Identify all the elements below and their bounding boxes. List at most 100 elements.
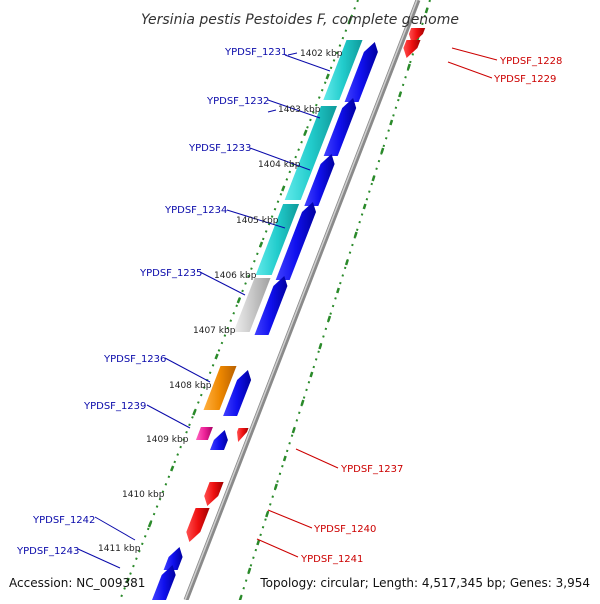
- gene-label-ypdsf-1233[interactable]: YPDSF_1233: [188, 143, 251, 154]
- tick-mark: [192, 409, 197, 416]
- label-leader-line: [256, 538, 299, 558]
- tick-mark: [303, 129, 308, 136]
- tick-mark: [281, 185, 286, 192]
- gene-label-ypdsf-1236[interactable]: YPDSF_1236: [103, 354, 166, 365]
- forward-gene-arrow[interactable]: [152, 565, 176, 600]
- scale-label: 1410 kbp: [122, 490, 165, 500]
- tick-mark: [347, 17, 353, 24]
- gene-label-ypdsf-1229[interactable]: YPDSF_1229: [493, 74, 556, 85]
- label-leaders: [77, 47, 498, 569]
- label-leader-line: [267, 109, 277, 113]
- label-leader-line: [146, 404, 191, 429]
- tick-mark: [380, 147, 385, 154]
- forward-gene-arrow[interactable]: [223, 370, 252, 416]
- gene-label-ypdsf-1242[interactable]: YPDSF_1242: [32, 515, 95, 526]
- cds-feature-cyan[interactable]: [255, 204, 300, 275]
- scale-label: 1407 kbp: [193, 326, 236, 336]
- label-leader-line: [267, 99, 321, 119]
- tick-mark: [282, 455, 287, 462]
- forward-gene-arrow[interactable]: [344, 42, 378, 102]
- scale-label: 1408 kbp: [169, 381, 212, 391]
- accession-text: Accession: NC_009381: [9, 576, 145, 590]
- tick-mark: [371, 175, 376, 182]
- tick-mark: [327, 315, 332, 322]
- label-leader-line: [226, 209, 286, 229]
- label-leader-line: [94, 516, 136, 541]
- forward-gene-arrow[interactable]: [163, 547, 183, 570]
- tick-mark: [214, 353, 219, 360]
- tick-mark: [362, 203, 367, 210]
- scale-label: 1409 kbp: [146, 435, 189, 445]
- reverse-gene-arrow[interactable]: [186, 508, 210, 542]
- reverse-gene-arrow[interactable]: [237, 428, 249, 442]
- tick-mark: [247, 567, 252, 574]
- tick-mark: [344, 259, 349, 266]
- label-leader-line: [295, 448, 339, 469]
- gene-label-ypdsf-1241[interactable]: YPDSF_1241: [300, 554, 363, 565]
- tick-mark: [170, 465, 175, 472]
- tick-mark: [300, 399, 305, 406]
- cds-feature-magenta[interactable]: [195, 427, 213, 440]
- tick-mark: [336, 287, 340, 294]
- forward-gene-arrow[interactable]: [323, 98, 357, 156]
- tick-mark: [256, 539, 261, 546]
- reverse-gene-arrow[interactable]: [204, 482, 224, 506]
- tick-mark: [265, 511, 270, 518]
- gene-label-ypdsf-1228[interactable]: YPDSF_1228: [499, 56, 562, 67]
- features: [152, 28, 426, 600]
- label-leader-line: [447, 61, 493, 79]
- genome-backbone: [183, 0, 421, 601]
- tick-mark: [406, 63, 411, 70]
- tick-mark: [389, 119, 394, 126]
- forward-gene-arrow[interactable]: [304, 154, 335, 206]
- tick-mark: [238, 595, 243, 602]
- map-title: Yersinia pestis Pestoides F, complete ge…: [141, 12, 459, 28]
- gene-label-ypdsf-1232[interactable]: YPDSF_1232: [206, 96, 269, 107]
- genome-summary-text: Topology: circular; Length: 4,517,345 bp…: [259, 576, 590, 590]
- gene-label-ypdsf-1243[interactable]: YPDSF_1243: [16, 546, 79, 557]
- label-leader-line: [451, 47, 498, 61]
- label-leader-line: [267, 509, 313, 529]
- label-leader-line: [199, 271, 246, 296]
- gene-label-ypdsf-1240[interactable]: YPDSF_1240: [313, 524, 376, 535]
- gene-label-ypdsf-1235[interactable]: YPDSF_1235: [139, 268, 202, 279]
- tick-mark: [147, 521, 153, 528]
- gene-label-ypdsf-1231[interactable]: YPDSF_1231: [224, 47, 287, 58]
- label-leader-line: [164, 357, 211, 383]
- tick-mark: [273, 483, 278, 490]
- major-ticks: [125, 7, 429, 602]
- cds-feature-cyan[interactable]: [323, 40, 363, 100]
- gene-label-ypdsf-1234[interactable]: YPDSF_1234: [164, 205, 227, 216]
- label-leader-line: [77, 548, 121, 569]
- cds-feature-gray[interactable]: [233, 278, 271, 332]
- tick-mark: [318, 343, 323, 350]
- tick-mark: [424, 7, 429, 14]
- label-leader-line: [287, 52, 298, 56]
- inner-tick-track: [119, 0, 359, 601]
- tick-mark: [325, 73, 330, 80]
- gene-label-ypdsf-1239[interactable]: YPDSF_1239: [83, 401, 146, 412]
- tick-mark: [353, 231, 358, 238]
- cds-feature-cyan[interactable]: [284, 106, 337, 200]
- tick-mark: [398, 91, 403, 98]
- tick-mark: [309, 371, 314, 378]
- tick-mark: [236, 297, 241, 304]
- tick-mark: [125, 577, 130, 584]
- scale-label: 1406 kbp: [214, 271, 257, 281]
- gene-label-ypdsf-1237[interactable]: YPDSF_1237: [340, 464, 403, 475]
- forward-gene-arrow[interactable]: [210, 430, 228, 450]
- scale-label: 1404 kbp: [258, 160, 301, 170]
- forward-gene-arrow[interactable]: [254, 276, 288, 335]
- reverse-gene-arrow[interactable]: [403, 40, 421, 58]
- forward-gene-arrow[interactable]: [275, 202, 316, 280]
- cds-feature-orange[interactable]: [203, 366, 237, 410]
- tick-mark: [258, 241, 264, 248]
- genome-backbone-highlight: [184, 0, 418, 601]
- scale-label: 1405 kbp: [236, 216, 279, 226]
- scale-label: 1402 kbp: [300, 49, 343, 59]
- label-leader-line: [284, 54, 331, 72]
- scale-label: 1411 kbp: [98, 544, 141, 554]
- outer-tick-track: [239, 0, 431, 601]
